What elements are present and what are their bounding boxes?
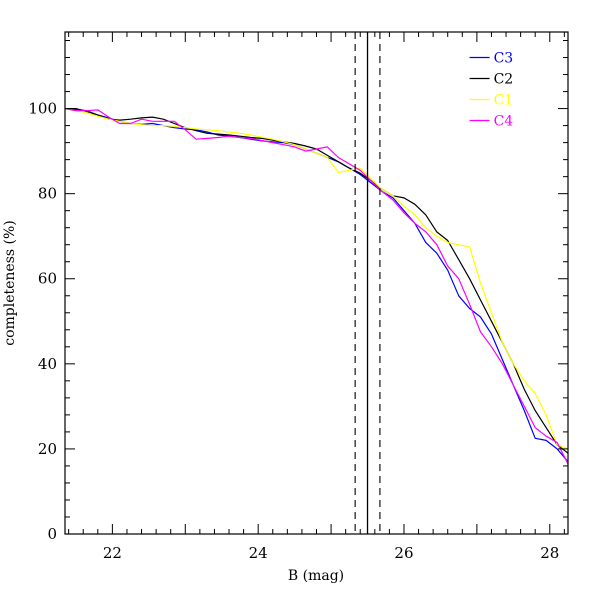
axis-ticks [65, 32, 568, 535]
series-line-c4 [64, 108, 569, 465]
plot-frame [64, 31, 569, 535]
y-tick-label: 40 [38, 355, 57, 373]
legend: C3 C2 C1 C4 [469, 51, 514, 130]
legend-label-c4: C4 [494, 114, 514, 130]
y-tick-label: 0 [47, 525, 57, 543]
curves-layer [64, 107, 569, 465]
x-tick-label: 22 [103, 544, 122, 562]
legend-label-c2: C2 [494, 72, 514, 88]
marker-lines-layer [354, 32, 381, 534]
x-tick-label: 26 [394, 544, 413, 562]
x-tick-label: 24 [249, 544, 268, 562]
series-line-c3 [64, 108, 569, 463]
legend-label-c1: C1 [494, 93, 514, 109]
legend-label-c3: C3 [494, 51, 514, 67]
series-line-c1 [64, 108, 569, 450]
y-tick-label: 20 [38, 440, 57, 458]
x-axis-label: B (mag) [288, 568, 344, 584]
series-line-c2 [65, 107, 569, 454]
y-tick-label: 80 [38, 185, 57, 203]
y-tick-label: 60 [38, 270, 57, 288]
y-axis-label: completeness (%) [2, 220, 18, 346]
x-tick-label: 28 [540, 544, 559, 562]
y-tick-label: 100 [28, 100, 57, 118]
tick-labels: 22 24 26 28 0 20 40 60 80 100 [28, 100, 559, 562]
